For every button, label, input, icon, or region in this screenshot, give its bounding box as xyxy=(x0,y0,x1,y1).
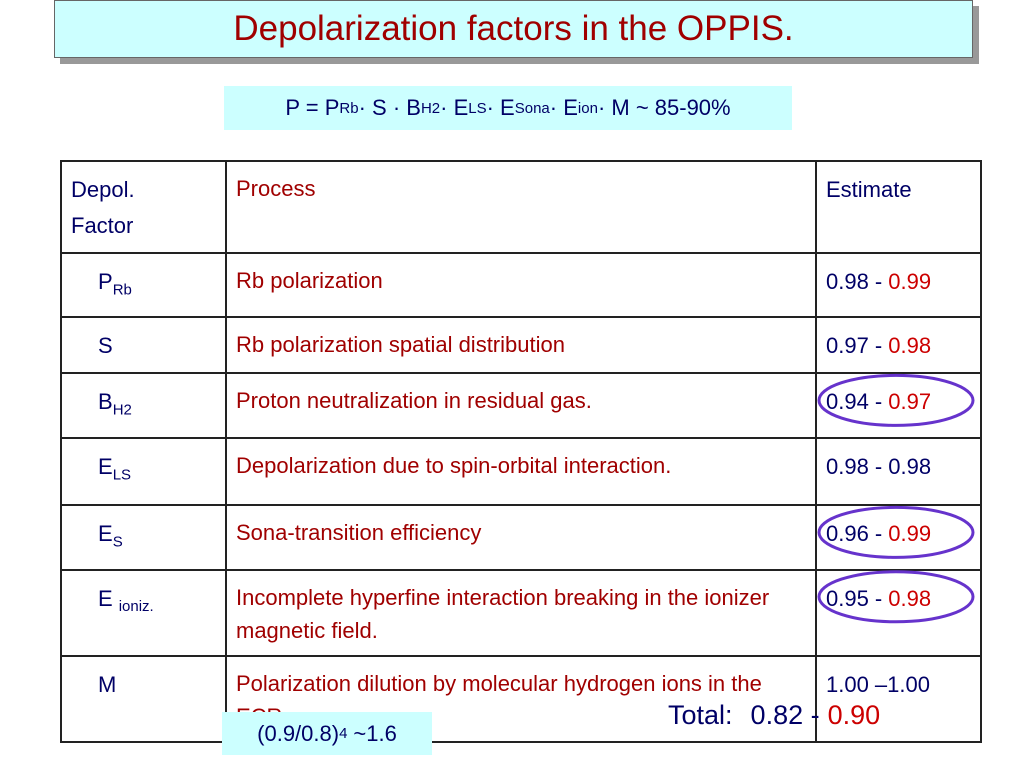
formula-sub: Rb xyxy=(339,99,359,117)
formula-text: · E xyxy=(440,95,469,120)
row: ES Sona-transition efficiency 0.96 -0.99 xyxy=(60,504,982,571)
formula-text: · E xyxy=(549,95,578,120)
total-low: 0.82 - xyxy=(750,700,820,730)
factor-cell: M xyxy=(60,654,227,743)
process-cell: Incomplete hyperfine interaction breakin… xyxy=(225,568,817,657)
row: ELS Depolarization due to spin-orbital in… xyxy=(60,437,982,507)
factor-sub: LS xyxy=(112,466,132,484)
factor-cell: PRb xyxy=(60,251,227,319)
formula-text: · E xyxy=(486,95,515,120)
factor-sub: Rb xyxy=(112,281,132,299)
estimate-part: 0.99 xyxy=(888,521,932,547)
total-high: 0.90 xyxy=(827,700,881,730)
process-cell: Sona-transition efficiency xyxy=(225,504,817,571)
header-row: Depol. Factor Process Estimate xyxy=(60,160,982,254)
process-cell: Depolarization due to spin-orbital inter… xyxy=(225,437,817,507)
formula-sub: LS xyxy=(468,99,487,117)
process-cell: Rb polarization xyxy=(225,251,817,319)
header-cell: Depol. Factor xyxy=(60,160,227,254)
header-cell: Process xyxy=(225,160,817,254)
footnote-rest: ~1.6 xyxy=(353,720,397,746)
process-cell: Rb polarization spatial distribution xyxy=(225,316,817,375)
factor-cell: ELS xyxy=(60,437,227,507)
total-label: Total: xyxy=(668,700,733,730)
estimate-part: 0.96 - xyxy=(826,521,883,547)
factor-sub: S xyxy=(112,533,123,551)
factor-cell: S xyxy=(60,316,227,375)
estimate-part: 0.97 xyxy=(888,389,932,415)
estimate-cell: 0.98 -0.99 xyxy=(815,251,982,319)
estimate-cell: 0.95 -0.98 xyxy=(815,568,982,657)
estimate-part: 0.97 - xyxy=(826,333,883,359)
estimate-part: 0.95 - xyxy=(826,585,883,611)
factor: B xyxy=(98,389,113,415)
estimate-part: 1.00 –1.00 xyxy=(826,671,930,697)
formula-text: · M ~ 85-90% xyxy=(597,95,731,120)
factor-sub: ioniz. xyxy=(118,598,154,616)
estimate-part: 0.98 xyxy=(888,454,932,480)
estimate-cell: 0.94 -0.97 xyxy=(815,372,982,440)
formula-text: P = P xyxy=(285,95,340,120)
formula-text: · S · B xyxy=(358,95,421,120)
factor-cell: BH2 xyxy=(60,372,227,440)
estimate-cell: 1.00 –1.00 xyxy=(815,654,982,743)
row: S Rb polarization spatial distribution 0.9… xyxy=(60,316,982,375)
factor: E xyxy=(98,521,113,547)
footnote-base: (0.9/0.8) xyxy=(257,720,340,746)
estimate-cell: 0.97 -0.98 xyxy=(815,316,982,375)
factor: E xyxy=(98,454,113,480)
footnote-sup: 4 xyxy=(339,725,348,742)
factor: S xyxy=(98,333,113,359)
estimate-part: 0.94 - xyxy=(826,389,883,415)
estimate-part: 0.99 xyxy=(888,269,932,294)
factor: P xyxy=(98,269,113,294)
formula-sub: H2 xyxy=(420,99,441,117)
title: Depolarization factors in the OPPIS. xyxy=(54,0,973,58)
estimate-part: 0.98 - xyxy=(826,454,883,480)
factor-sub: H2 xyxy=(112,401,132,419)
table: Depol. Factor Process Estimate PRb Rb polariz… xyxy=(60,160,982,743)
estimate-cell: 0.98 -0.98 xyxy=(815,437,982,507)
header-cell: Estimate xyxy=(815,160,982,254)
formula-sub: Sona xyxy=(514,99,550,117)
factor: E xyxy=(98,585,113,611)
header-text: Depol. xyxy=(71,177,135,202)
estimate-part: 0.98 xyxy=(888,585,932,611)
factor-cell: ES xyxy=(60,504,227,571)
total: Total: 0.82 -0.90 xyxy=(668,700,880,731)
estimate-part: 0.98 xyxy=(888,333,932,359)
estimate-part: 0.98 - xyxy=(826,269,883,294)
row: PRb Rb polarization 0.98 -0.99 xyxy=(60,251,982,319)
footnote: (0.9/0.8) 4 ~1.6 xyxy=(222,712,432,755)
row: BH2 Proton neutralization in residual gas… xyxy=(60,372,982,440)
process-cell: Proton neutralization in residual gas. xyxy=(225,372,817,440)
formula-sub: ion xyxy=(577,99,598,117)
estimate-cell: 0.96 -0.99 xyxy=(815,504,982,571)
header-text: Factor xyxy=(71,213,134,238)
factor: M xyxy=(98,671,117,697)
